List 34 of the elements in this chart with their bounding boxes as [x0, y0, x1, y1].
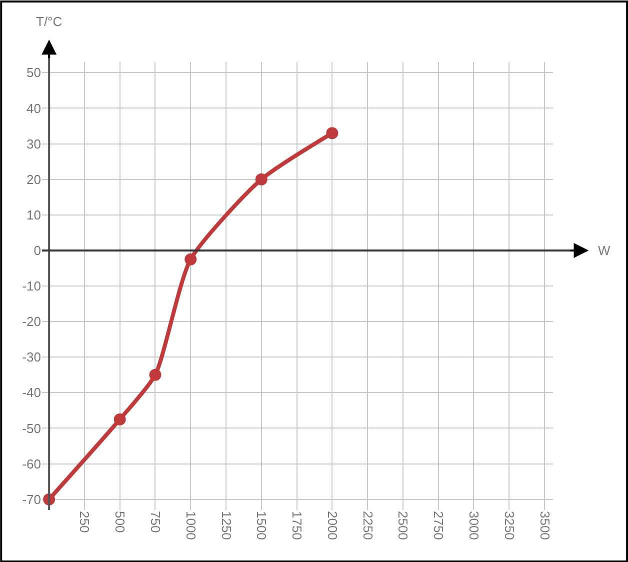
x-tick-label: 2250: [360, 511, 376, 540]
x-tick-label: 2750: [431, 511, 446, 540]
y-tick-label: -60: [22, 456, 41, 472]
y-tick-label: -40: [22, 385, 41, 400]
point: [326, 127, 338, 140]
x-tick-label: 250: [77, 511, 92, 533]
y-tick-label: -70: [22, 492, 41, 507]
y-tick-label: -50: [22, 420, 41, 436]
y-tick-label: 50: [26, 65, 41, 80]
x-tick-label: 3500: [537, 511, 552, 540]
x-tick-label: 3250: [502, 511, 517, 540]
x-tick-label: 1750: [290, 511, 305, 540]
x-axis-title: W: [598, 243, 611, 258]
x-tick-label: 1000: [183, 511, 198, 540]
x-tick-label: 1250: [218, 511, 234, 540]
y-tick-label: 30: [26, 136, 41, 152]
point: [184, 253, 197, 266]
x-tick-label: 2000: [324, 511, 340, 540]
x-tick-label: 3000: [466, 511, 482, 540]
y-tick-label: 0: [34, 242, 41, 258]
x-tick-label: 500: [112, 511, 128, 533]
y-tick-label: -10: [22, 278, 41, 294]
y-tick-label: 10: [26, 207, 41, 222]
x-tick-label: 2500: [396, 511, 411, 540]
y-tick-label: 40: [26, 100, 41, 116]
x-tick-label: 1500: [254, 511, 270, 540]
y-tick-label: -30: [22, 350, 41, 365]
y-tick-label: 20: [26, 172, 41, 187]
point: [114, 413, 126, 426]
y-tick-label: -20: [22, 314, 41, 330]
y-axis-title: T/°C: [36, 14, 62, 29]
point: [255, 173, 268, 186]
x-tick-label: 750: [148, 511, 164, 533]
point: [149, 368, 162, 381]
